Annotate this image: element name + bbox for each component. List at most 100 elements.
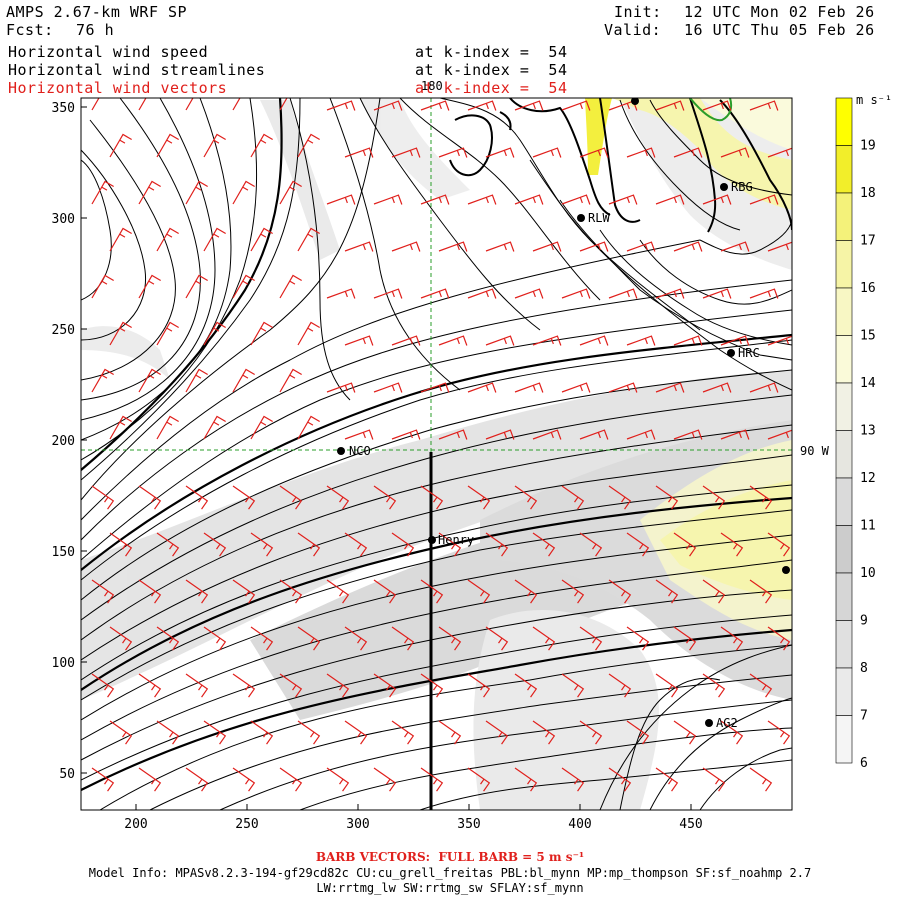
map-field: NCO Henry RLW RBG HRC AG2 SPL xyxy=(81,88,792,810)
wind-barb xyxy=(673,532,697,557)
wind-barb xyxy=(720,720,744,745)
wind-barb xyxy=(373,194,403,205)
colorbar-swatch-16 xyxy=(835,240,853,289)
wind-barb xyxy=(655,288,685,299)
y-tick-50: 50 xyxy=(59,767,75,782)
station-dot-hrc xyxy=(727,349,735,357)
wind-barb xyxy=(185,767,209,792)
wind-barb xyxy=(156,626,180,651)
station-dot-ag2 xyxy=(705,719,713,727)
wind-barb xyxy=(297,227,320,252)
wind-barb xyxy=(514,767,538,792)
wind-barb xyxy=(391,720,415,745)
wind-barb xyxy=(344,335,374,346)
field-name-streamlines: Horizontal wind streamlines xyxy=(8,61,266,79)
wind-barb xyxy=(485,429,515,440)
wind-barb xyxy=(250,227,273,252)
wind-barb xyxy=(203,532,227,557)
wind-barb xyxy=(297,720,321,745)
y-tick-200: 200 xyxy=(52,434,75,449)
wind-barb xyxy=(438,335,468,346)
wind-barb xyxy=(391,241,421,252)
stations: NCO Henry RLW RBG HRC AG2 SPL xyxy=(337,88,790,730)
wind-barb xyxy=(579,532,603,557)
wind-barb xyxy=(203,720,227,745)
wind-barb xyxy=(156,415,179,440)
wind-barb xyxy=(720,147,750,158)
wind-barb xyxy=(185,368,208,393)
model-info-line-1: Model Info: MPASv8.2.3-194-gf29cd82c CU:… xyxy=(88,866,812,880)
wind-barb xyxy=(655,673,679,698)
wind-barb xyxy=(91,767,115,792)
wind-barb xyxy=(373,485,397,510)
station-dot-henry xyxy=(428,536,436,544)
wind-barb xyxy=(203,133,226,158)
wind-barb xyxy=(608,579,632,604)
wind-barb xyxy=(232,180,255,205)
station-dot-rbg xyxy=(720,183,728,191)
wind-barb xyxy=(373,382,403,393)
wind-barb xyxy=(420,673,444,698)
station-label-spl: SPL xyxy=(642,88,660,99)
wind-barb xyxy=(326,579,350,604)
wind-barb xyxy=(514,288,544,299)
wind-barb xyxy=(420,767,444,792)
wind-barb xyxy=(297,532,321,557)
wind-barb xyxy=(344,532,368,557)
wind-barb xyxy=(579,335,609,346)
colorbar-swatch-9 xyxy=(835,572,853,621)
wind-barb xyxy=(279,767,303,792)
wind-barb xyxy=(138,485,162,510)
wind-barb xyxy=(673,147,703,158)
wind-barb xyxy=(91,485,115,510)
station-label-nco: NCO xyxy=(349,444,371,458)
colorbar-swatch-19 xyxy=(835,97,853,146)
wind-barb xyxy=(579,241,609,252)
wind-barb xyxy=(156,133,179,158)
wind-barb xyxy=(673,429,703,440)
wind-barb xyxy=(702,485,726,510)
wind-barb xyxy=(767,429,792,440)
wind-barb xyxy=(279,180,302,205)
wind-barb xyxy=(373,579,397,604)
wind-barb xyxy=(720,532,744,557)
init-label: Init: xyxy=(614,3,662,21)
wind-barb xyxy=(767,241,792,252)
wind-barb xyxy=(749,485,773,510)
colorbar-swatch-7 xyxy=(835,667,853,716)
wind-barb xyxy=(608,767,632,792)
wind-barb xyxy=(655,767,679,792)
wind-barb xyxy=(467,767,491,792)
wind-barb xyxy=(109,626,133,651)
forecast-value: 76 h xyxy=(76,21,115,39)
wind-barb xyxy=(232,673,256,698)
wind-barb xyxy=(561,194,591,205)
y-tick-100: 100 xyxy=(52,656,75,671)
wind-barb xyxy=(767,626,791,651)
wind-barb xyxy=(203,321,226,346)
meridian-label: 180 xyxy=(421,79,443,93)
wind-barb xyxy=(720,626,744,651)
init-value: 12 UTC Mon 02 Feb 26 xyxy=(684,3,875,21)
wind-barb xyxy=(326,194,356,205)
wind-barb xyxy=(467,288,497,299)
wind-barb xyxy=(467,485,491,510)
field-level-speed: at k-index = 54 xyxy=(415,43,568,61)
wind-barb xyxy=(626,429,656,440)
wind-barb xyxy=(514,485,538,510)
wind-barb xyxy=(626,147,656,158)
wind-barbs xyxy=(91,98,792,792)
wind-barb xyxy=(391,626,415,651)
y-tick-350: 350 xyxy=(52,101,75,116)
wind-barb xyxy=(467,194,497,205)
wind-barb xyxy=(608,194,638,205)
wind-barb xyxy=(467,673,491,698)
wind-barb xyxy=(702,382,732,393)
barb-note: BARB VECTORS: FULL BARB = 5 m s⁻¹ xyxy=(315,850,585,864)
wind-barb xyxy=(561,485,585,510)
coastline xyxy=(449,98,792,233)
wind-barb xyxy=(532,626,556,651)
wind-barb xyxy=(109,133,132,158)
field-name-vectors: Horizontal wind vectors xyxy=(8,79,228,97)
